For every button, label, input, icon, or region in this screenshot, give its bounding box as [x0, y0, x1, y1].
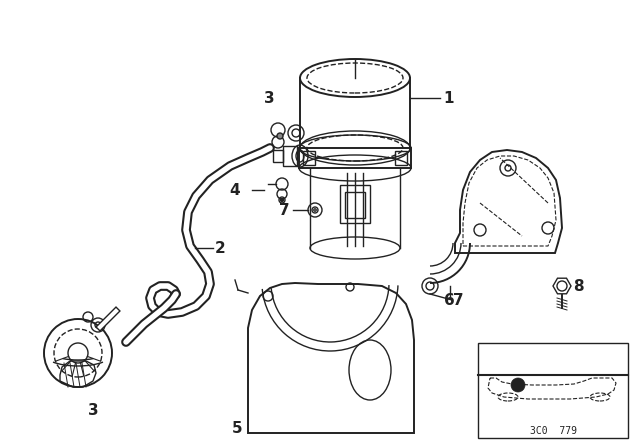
Text: 5: 5 — [232, 421, 243, 435]
Bar — [273, 150, 283, 162]
Bar — [299, 148, 411, 168]
Bar — [345, 192, 365, 218]
Bar — [478, 343, 628, 438]
Text: 4: 4 — [229, 182, 240, 198]
Bar — [340, 185, 370, 223]
Text: 7: 7 — [453, 293, 463, 307]
Text: 3C0  779: 3C0 779 — [529, 426, 577, 436]
Bar — [283, 146, 297, 166]
Text: 2: 2 — [215, 241, 226, 255]
Text: 3: 3 — [264, 90, 275, 105]
Circle shape — [314, 208, 317, 211]
Text: 6: 6 — [444, 293, 455, 307]
Bar — [303, 151, 315, 165]
Circle shape — [280, 198, 284, 202]
Bar — [395, 151, 407, 165]
Text: 1: 1 — [443, 90, 454, 105]
Circle shape — [277, 133, 283, 139]
Text: 7: 7 — [280, 202, 290, 217]
Text: 3: 3 — [88, 402, 99, 418]
Text: 8: 8 — [573, 279, 584, 293]
Circle shape — [511, 378, 525, 392]
